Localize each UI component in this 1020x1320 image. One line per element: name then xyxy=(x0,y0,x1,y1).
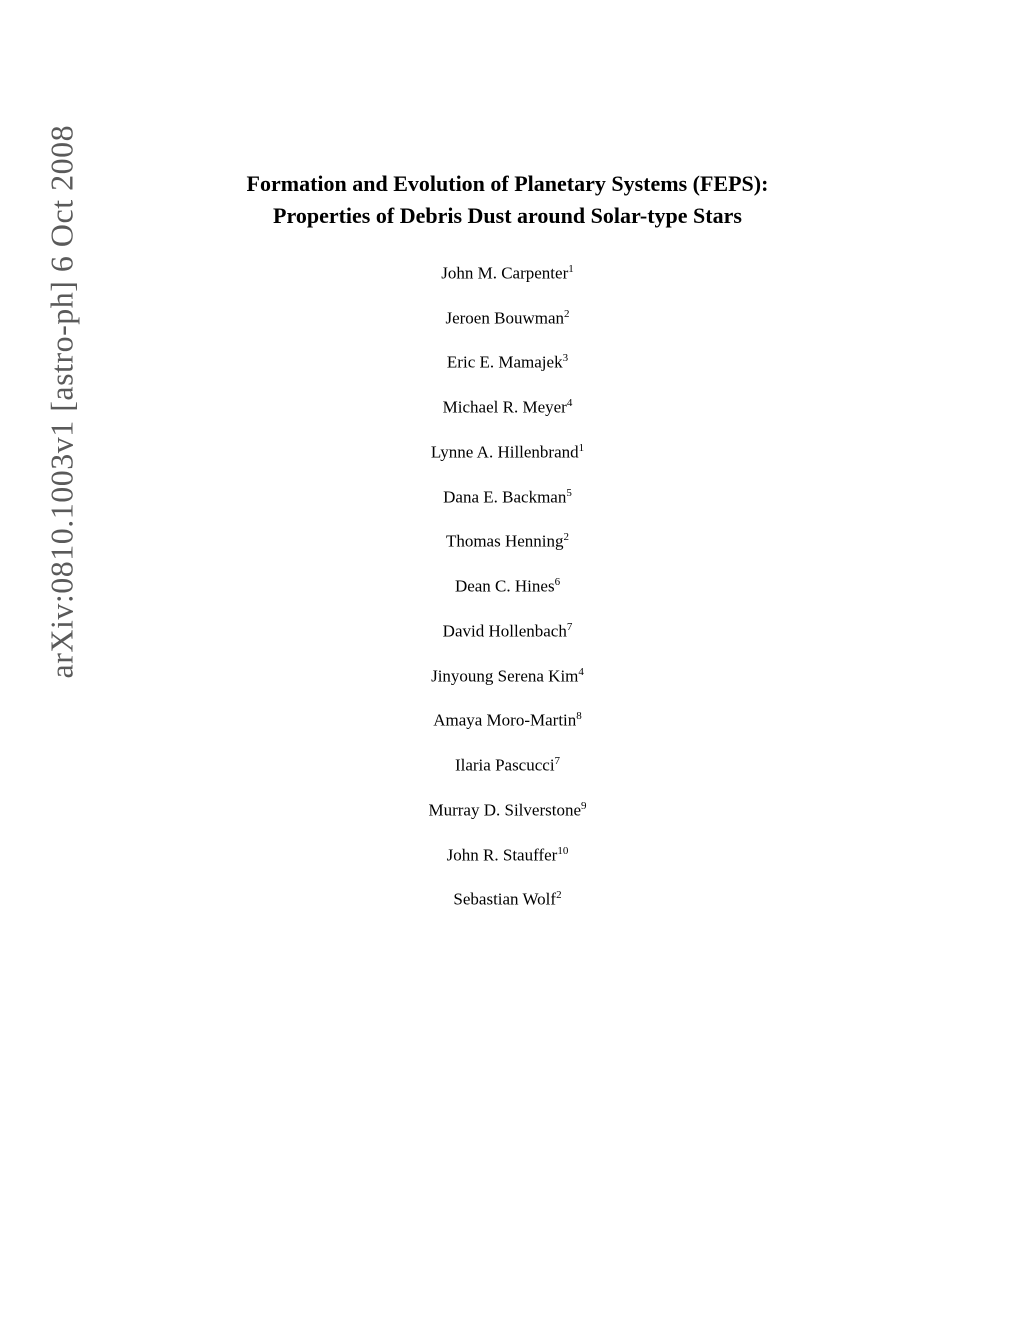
author-affiliation: 10 xyxy=(557,845,568,857)
author-affiliation: 4 xyxy=(567,397,573,409)
author-affiliation: 1 xyxy=(568,263,574,275)
author-name: David Hollenbach xyxy=(443,621,567,640)
author-affiliation: 2 xyxy=(556,889,562,901)
author-item: John M. Carpenter1 xyxy=(441,262,574,285)
author-affiliation: 5 xyxy=(566,487,572,499)
paper-title: Formation and Evolution of Planetary Sys… xyxy=(155,168,860,232)
author-name: Dean C. Hines xyxy=(455,577,555,596)
author-affiliation: 2 xyxy=(564,308,570,320)
arxiv-watermark: arXiv:0810.1003v1 [astro-ph] 6 Oct 2008 xyxy=(44,125,81,679)
author-affiliation: 1 xyxy=(579,442,585,454)
author-affiliation: 7 xyxy=(555,755,561,767)
author-name: Jeroen Bouwman xyxy=(445,308,564,327)
author-item: Dean C. Hines6 xyxy=(455,575,560,598)
title-line-1: Formation and Evolution of Planetary Sys… xyxy=(247,171,769,196)
paper-content: Formation and Evolution of Planetary Sys… xyxy=(155,168,860,911)
author-item: John R. Stauffer10 xyxy=(447,844,569,867)
author-name: Lynne A. Hillenbrand xyxy=(431,442,579,461)
author-item: Sebastian Wolf2 xyxy=(453,888,561,911)
author-item: Dana E. Backman5 xyxy=(443,486,572,509)
author-affiliation: 7 xyxy=(567,621,573,633)
author-affiliation: 4 xyxy=(578,666,584,678)
author-item: Jeroen Bouwman2 xyxy=(445,307,569,330)
author-affiliation: 9 xyxy=(581,800,587,812)
author-name: Thomas Henning xyxy=(446,532,564,551)
author-name: Jinyoung Serena Kim xyxy=(431,666,578,685)
author-affiliation: 8 xyxy=(576,710,582,722)
author-name: Michael R. Meyer xyxy=(443,398,567,417)
author-item: Lynne A. Hillenbrand1 xyxy=(431,441,584,464)
author-item: Jinyoung Serena Kim4 xyxy=(431,665,584,688)
title-line-2: Properties of Debris Dust around Solar-t… xyxy=(273,203,742,228)
author-affiliation: 6 xyxy=(555,576,561,588)
author-item: Murray D. Silverstone9 xyxy=(428,799,586,822)
author-name: Dana E. Backman xyxy=(443,487,566,506)
author-item: Ilaria Pascucci7 xyxy=(455,754,560,777)
author-name: John R. Stauffer xyxy=(447,845,558,864)
author-name: Sebastian Wolf xyxy=(453,890,556,909)
author-name: John M. Carpenter xyxy=(441,263,568,282)
author-item: Michael R. Meyer4 xyxy=(443,396,573,419)
author-affiliation: 2 xyxy=(564,531,570,543)
author-item: Eric E. Mamajek3 xyxy=(447,351,568,374)
author-name: Murray D. Silverstone xyxy=(428,800,581,819)
author-item: David Hollenbach7 xyxy=(443,620,573,643)
author-item: Thomas Henning2 xyxy=(446,530,569,553)
author-list: John M. Carpenter1 Jeroen Bouwman2 Eric … xyxy=(155,262,860,911)
author-item: Amaya Moro-Martin8 xyxy=(433,709,582,732)
author-name: Eric E. Mamajek xyxy=(447,353,563,372)
author-affiliation: 3 xyxy=(563,352,569,364)
author-name: Amaya Moro-Martin xyxy=(433,711,576,730)
author-name: Ilaria Pascucci xyxy=(455,756,555,775)
